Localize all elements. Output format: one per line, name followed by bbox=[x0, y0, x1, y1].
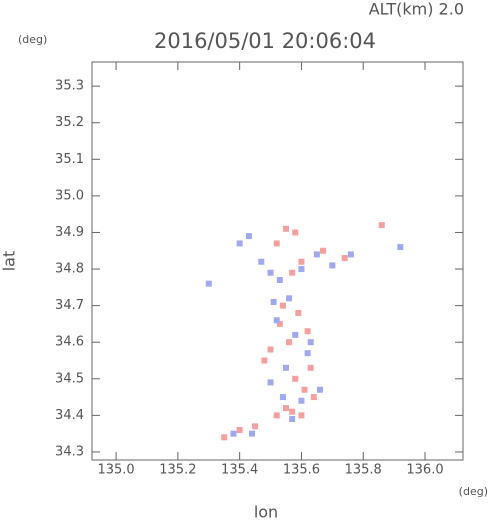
y-unit: (deg) bbox=[18, 33, 47, 46]
echo-cell bbox=[289, 408, 296, 415]
echo-cell bbox=[295, 309, 302, 316]
y-tick-label: 34.9 bbox=[55, 225, 84, 240]
y-tick-label: 34.8 bbox=[55, 262, 84, 277]
echo-cell bbox=[279, 302, 286, 309]
y-tick-label: 35.0 bbox=[55, 188, 84, 203]
echo-cell bbox=[273, 240, 280, 247]
echo-cell bbox=[298, 412, 305, 419]
echo-cell bbox=[289, 269, 296, 276]
plot-frame bbox=[91, 61, 464, 461]
echo-cell bbox=[252, 423, 259, 430]
echo-cell bbox=[341, 255, 348, 262]
echo-cell bbox=[378, 222, 385, 229]
y-axis-label: lat bbox=[0, 251, 19, 272]
echo-cell bbox=[310, 394, 317, 401]
echo-cell bbox=[282, 364, 289, 371]
echo-cell bbox=[292, 331, 299, 338]
echo-cell bbox=[316, 386, 323, 393]
echo-cell bbox=[282, 225, 289, 232]
echo-cell bbox=[347, 251, 354, 258]
y-tick-label: 35.1 bbox=[55, 152, 84, 167]
echo-cell bbox=[307, 364, 314, 371]
echo-cell bbox=[273, 317, 280, 324]
echo-cell bbox=[249, 430, 256, 437]
echo-cell bbox=[261, 357, 268, 364]
echo-cell bbox=[307, 339, 314, 346]
echo-cell bbox=[270, 298, 277, 305]
echo-cell bbox=[298, 258, 305, 265]
echo-cell bbox=[304, 350, 311, 357]
x-tick-label: 135.2 bbox=[159, 463, 196, 478]
y-tick-label: 34.5 bbox=[55, 371, 84, 386]
y-tick-label: 35.2 bbox=[55, 115, 84, 130]
chart-title: 2016/05/01 20:06:04 bbox=[154, 29, 376, 53]
echo-cell bbox=[289, 416, 296, 423]
echo-cell bbox=[236, 240, 243, 247]
echo-cell bbox=[329, 262, 336, 269]
echo-cell bbox=[286, 339, 293, 346]
y-tick-label: 34.6 bbox=[55, 335, 84, 350]
echo-cell bbox=[236, 427, 243, 434]
echo-cell bbox=[304, 328, 311, 335]
x-tick-label: 135.4 bbox=[221, 463, 258, 478]
echo-cell bbox=[298, 397, 305, 404]
x-tick-label: 135.0 bbox=[97, 463, 134, 478]
echo-cell bbox=[320, 247, 327, 254]
echo-cell bbox=[205, 280, 212, 287]
echo-cell bbox=[313, 251, 320, 258]
echo-cell bbox=[230, 430, 237, 437]
echo-cell bbox=[267, 346, 274, 353]
echo-cell bbox=[267, 379, 274, 386]
y-tick-label: 34.3 bbox=[55, 444, 84, 459]
echo-cell bbox=[292, 229, 299, 236]
echo-cell bbox=[286, 295, 293, 302]
echo-cell bbox=[258, 258, 265, 265]
echo-cell bbox=[267, 269, 274, 276]
echo-cell bbox=[298, 266, 305, 273]
echo-cell bbox=[279, 394, 286, 401]
altitude-label: ALT(km) 2.0 bbox=[369, 0, 464, 19]
echo-cell bbox=[397, 244, 404, 251]
echo-cell bbox=[292, 375, 299, 382]
x-unit: (deg) bbox=[459, 485, 488, 498]
x-tick-label: 135.8 bbox=[345, 463, 382, 478]
y-tick-label: 35.3 bbox=[55, 79, 84, 94]
x-axis-label: lon bbox=[254, 503, 278, 521]
y-tick-label: 34.7 bbox=[55, 298, 84, 313]
echo-cell bbox=[221, 434, 228, 441]
echo-cell bbox=[245, 233, 252, 240]
echo-cell bbox=[273, 412, 280, 419]
y-tick-label: 34.4 bbox=[55, 408, 84, 423]
x-tick-label: 136.0 bbox=[406, 463, 443, 478]
echo-cell bbox=[282, 405, 289, 412]
x-tick-label: 135.6 bbox=[283, 463, 320, 478]
echo-cell bbox=[276, 277, 283, 284]
echo-cell bbox=[301, 386, 308, 393]
echo-cell bbox=[276, 320, 283, 327]
